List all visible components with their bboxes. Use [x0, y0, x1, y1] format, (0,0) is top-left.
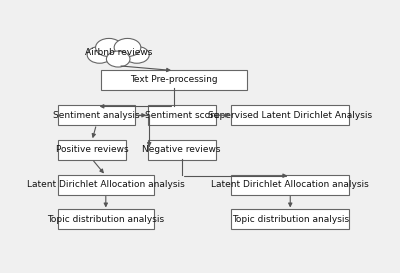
FancyBboxPatch shape [231, 105, 349, 125]
Text: Topic distribution analysis: Topic distribution analysis [47, 215, 164, 224]
Circle shape [101, 41, 135, 64]
FancyBboxPatch shape [58, 209, 154, 229]
FancyBboxPatch shape [58, 175, 154, 195]
Text: Airbnb reviews: Airbnb reviews [84, 48, 152, 57]
Text: Supervised Latent Dirichlet Analysis: Supervised Latent Dirichlet Analysis [208, 111, 372, 120]
Text: Latent Dirichlet Allocation analysis: Latent Dirichlet Allocation analysis [211, 180, 369, 189]
Text: Sentiment score: Sentiment score [145, 111, 219, 120]
FancyBboxPatch shape [231, 175, 349, 195]
Text: Latent Dirichlet Allocation analysis: Latent Dirichlet Allocation analysis [27, 180, 185, 189]
Circle shape [114, 38, 141, 57]
Text: Topic distribution analysis: Topic distribution analysis [232, 215, 349, 224]
Text: Positive reviews: Positive reviews [56, 146, 128, 155]
Circle shape [96, 38, 122, 57]
FancyBboxPatch shape [231, 209, 349, 229]
Circle shape [87, 46, 112, 63]
Circle shape [106, 51, 130, 67]
Text: Text Pre-processing: Text Pre-processing [130, 75, 218, 84]
FancyBboxPatch shape [101, 70, 247, 90]
Circle shape [124, 46, 149, 63]
FancyBboxPatch shape [148, 140, 216, 160]
Text: Negative reviews: Negative reviews [142, 146, 221, 155]
FancyBboxPatch shape [148, 105, 216, 125]
Text: Sentiment analysis: Sentiment analysis [53, 111, 140, 120]
FancyBboxPatch shape [58, 105, 135, 125]
FancyBboxPatch shape [58, 140, 126, 160]
